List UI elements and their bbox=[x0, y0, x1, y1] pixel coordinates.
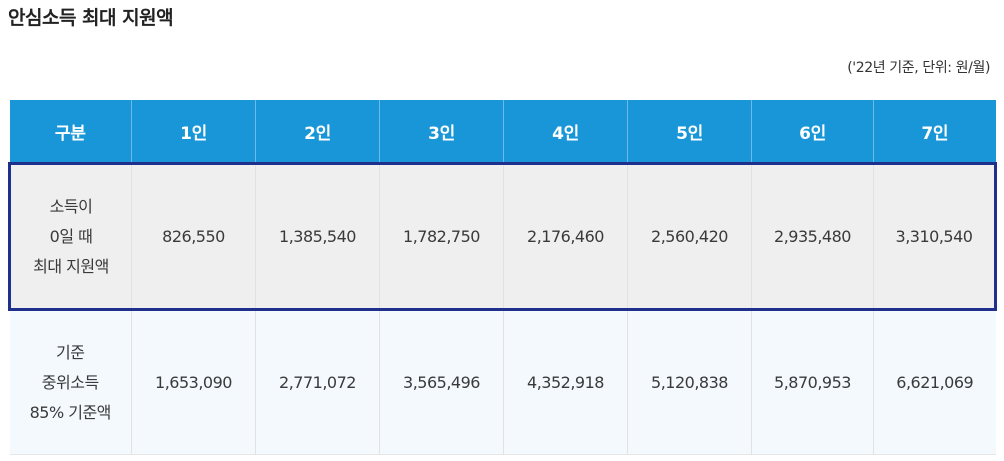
header-7-person: 7인 bbox=[873, 100, 996, 165]
page-title: 안심소득 최대 지원액 bbox=[8, 7, 174, 29]
table-cell: 2,935,480 bbox=[751, 163, 874, 311]
table-cell: 5,120,838 bbox=[627, 309, 752, 455]
header-3-person: 3인 bbox=[379, 100, 504, 165]
table-cell: 826,550 bbox=[131, 163, 256, 311]
header-4-person: 4인 bbox=[503, 100, 628, 165]
table-cell: 3,310,540 bbox=[873, 163, 997, 311]
table-cell: 2,771,072 bbox=[255, 309, 380, 455]
table-cell: 3,565,496 bbox=[379, 309, 504, 455]
table-cell: 1,782,750 bbox=[379, 163, 504, 311]
table-cell: 1,385,540 bbox=[255, 163, 380, 311]
table-cell: 2,560,420 bbox=[627, 163, 752, 311]
table-row-median-income: 기준 중위소득 85% 기준액 1,653,090 2,771,072 3,56… bbox=[9, 309, 996, 455]
support-amount-table: 구분 1인 2인 3인 4인 5인 6인 7인 소득이 0일 때 최대 지원액 … bbox=[8, 100, 997, 455]
table-header-row: 구분 1인 2인 3인 4인 5인 6인 7인 bbox=[9, 100, 996, 165]
row-label: 기준 중위소득 85% 기준액 bbox=[9, 309, 132, 455]
unit-note: ('22년 기준, 단위: 원/월) bbox=[847, 60, 990, 76]
header-1-person: 1인 bbox=[131, 100, 256, 165]
table-cell: 4,352,918 bbox=[503, 309, 628, 455]
table-cell: 1,653,090 bbox=[131, 309, 256, 455]
header-2-person: 2인 bbox=[255, 100, 380, 165]
header-6-person: 6인 bbox=[751, 100, 874, 165]
table-cell: 2,176,460 bbox=[503, 163, 628, 311]
row-label: 소득이 0일 때 최대 지원액 bbox=[8, 163, 132, 311]
header-category: 구분 bbox=[9, 100, 132, 165]
table-cell: 5,870,953 bbox=[751, 309, 874, 455]
header-5-person: 5인 bbox=[627, 100, 752, 165]
table-cell: 6,621,069 bbox=[873, 309, 996, 455]
table-row-max-support: 소득이 0일 때 최대 지원액 826,550 1,385,540 1,782,… bbox=[8, 163, 997, 311]
